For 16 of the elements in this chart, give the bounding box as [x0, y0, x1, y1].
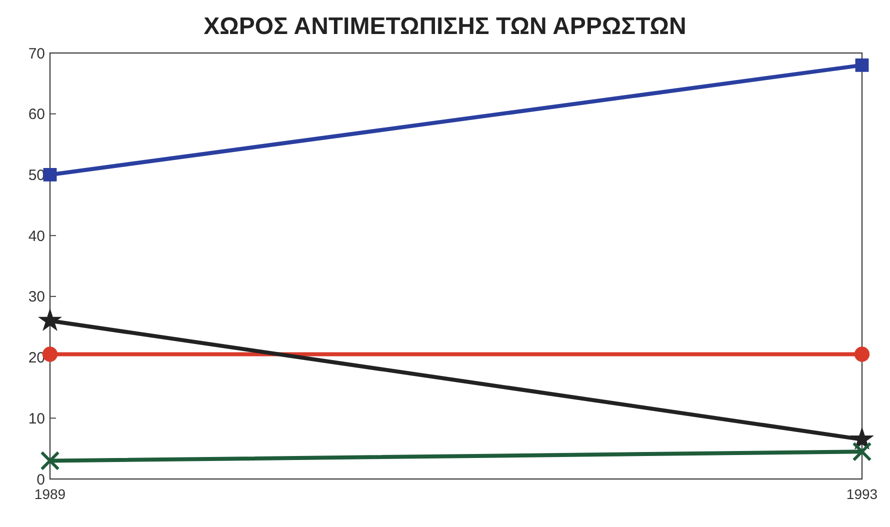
point — [852, 442, 872, 462]
x-tick-label: 1989 — [34, 486, 66, 502]
point — [43, 168, 57, 182]
point — [854, 346, 870, 362]
point — [40, 450, 60, 471]
chart-title: ΧΩΡΟΣ ΑΝΤΙΜΕΤΩΠΙΣΗΣ ΤΩΝ ΑΡΡΩΣΤΩΝ — [204, 13, 686, 40]
point — [850, 426, 874, 450]
y-tick-label: 0 — [36, 471, 45, 488]
point — [855, 58, 869, 72]
y-tick-label: 30 — [28, 288, 45, 306]
y-tick-label: 40 — [28, 228, 45, 245]
y-tick-label: 60 — [28, 106, 45, 124]
point — [38, 308, 62, 332]
y-tick-label: 10 — [28, 410, 45, 428]
y-tick-label: 70 — [28, 45, 45, 62]
x-tick-label: 1993 — [846, 486, 878, 502]
